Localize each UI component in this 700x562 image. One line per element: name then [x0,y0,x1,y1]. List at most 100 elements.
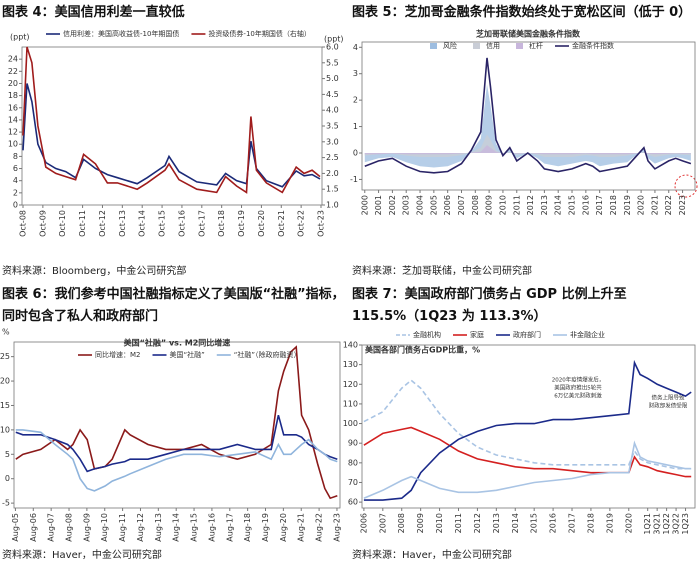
x-tick-label: 2017 [595,195,604,215]
source: 资料来源：Haver，中金公司研究部 [352,550,512,561]
legend-label: 非金融企业 [570,330,605,339]
x-tick-label: Aug-17 [225,513,234,542]
source: 资料来源：Haver，中金公司研究部 [2,550,162,561]
legend-label: 投资级债券-10年期国债（右轴） [208,29,310,38]
annotation: 美国政府推出5轮共 [554,384,602,392]
x-tick-label: Aug-19 [261,513,270,542]
x-tick-label: 1Q22 [662,513,671,535]
y-tick-label: 24 [8,55,18,64]
x-tick-label: Oct-09 [38,210,47,237]
legend-label: 政府部门 [513,330,541,339]
annotation: 6万亿美元财政刺激 [554,392,602,400]
y2-tick-label: 5.5 [326,58,339,67]
x-tick-label: Aug-07 [47,513,56,542]
x-tick-label: 2022 [664,195,673,215]
legend-label: 信用 [486,41,500,50]
x-tick-label: Aug-11 [118,513,127,542]
x-tick-label: Aug-14 [172,513,181,542]
x-tick-label: Aug-10 [100,513,109,542]
x-tick-label: 2019 [605,513,614,533]
area [364,84,691,168]
x-tick-label: 2000 [360,195,369,215]
y2-tick-label: 5.0 [326,74,339,83]
y2-tick-label: 2.0 [326,169,339,178]
line [15,345,338,500]
y-tick-label: 120 [343,380,358,389]
x-tick-label: 2001 [374,195,383,215]
y-tick-label: 8 [13,152,18,161]
plot-frame [361,344,696,509]
figure-title: 图表 7：美国政府部门债务占 GDP 比例上升至 115.5%（1Q23 为 1… [352,287,627,324]
legend-swatch [516,43,523,49]
line [15,429,338,492]
line [363,379,692,470]
y2-tick-label: 2.5 [326,153,339,162]
x-tick-label: Oct-18 [217,210,226,237]
source: 资料来源：芝加哥联储，中金公司研究部 [352,266,532,277]
legend-swatch [430,43,437,49]
y2-tick-label: 1.0 [326,201,339,210]
x-tick-label: 3Q22 [672,513,681,535]
y2-tick-label: 4.5 [326,90,339,99]
y-tick-label: 2 [13,188,18,197]
x-tick-label: 2007 [378,513,387,533]
y2-tick-label: 3.0 [326,137,339,146]
x-tick-label: 2012 [526,195,535,215]
area [364,134,691,157]
line [363,440,692,499]
y-tick-label: 60 [348,498,358,507]
x-tick-label: 2003 [402,195,411,215]
y-tick-label: 0 [5,474,10,483]
annotation: 债务上限导致 [651,394,685,402]
x-tick-label: 2002 [388,195,397,215]
x-tick-label: 2015 [568,195,577,215]
y2-tick-label: 6.0 [326,43,339,52]
y-tick-label: 0 [13,201,18,210]
y-tick-label: 3 [353,69,358,78]
y-tick-label: 12 [8,128,18,137]
plot-frame [13,341,341,509]
x-tick-label: Oct-17 [197,210,206,237]
x-tick-label: 2013 [540,195,549,215]
highlight-circle [674,174,698,198]
x-tick-label: Oct-19 [237,210,246,237]
figure-title: 图表 6：我们参考中国社融指标定义了美国版“社融”指标，同时包含了私人和政府部门 [2,287,345,324]
y-axis-label: % [2,328,10,337]
y-tick-label: 6 [13,164,18,173]
legend-label: 杠杆 [529,41,543,50]
plot-frame [21,46,323,206]
line [364,57,692,174]
x-tick-label: 2008 [471,195,480,215]
legend-label: 家庭 [470,330,484,339]
y-tick-label: 18 [8,91,18,100]
line [363,426,692,478]
y2-axis-label: (ppt) [324,35,344,44]
y-tick-label: 4 [353,43,358,52]
x-tick-label: Oct-23 [317,210,326,237]
x-tick-label: Oct-15 [158,210,167,237]
x-tick-label: 2016 [549,513,558,533]
y-tick-label: 20 [0,377,10,386]
x-tick-label: 2018 [586,513,595,533]
legend-label: 美国“社融” [170,350,205,359]
line [22,83,321,188]
y-axis-label: (ppt) [10,33,30,42]
x-tick-label: 2013 [492,513,501,533]
x-tick-label: 2010 [498,195,507,215]
x-tick-label: 1Q21 [643,513,652,535]
y-tick-label: 10 [8,140,18,149]
y-tick-label: 20 [8,79,18,88]
y-tick-label: 90 [348,439,358,448]
x-tick-label: 2011 [512,195,521,215]
y-tick-label: 100 [343,419,358,428]
x-tick-label: Aug-06 [29,513,38,542]
x-tick-label: Aug-21 [297,513,306,542]
y-tick-label: 25 [0,352,10,361]
y-tick-label: 0 [353,149,358,158]
x-tick-label: Aug-12 [136,513,145,542]
x-tick-label: Oct-21 [277,210,286,237]
y-tick-label: 130 [343,360,358,369]
x-tick-label: 2014 [511,513,520,533]
